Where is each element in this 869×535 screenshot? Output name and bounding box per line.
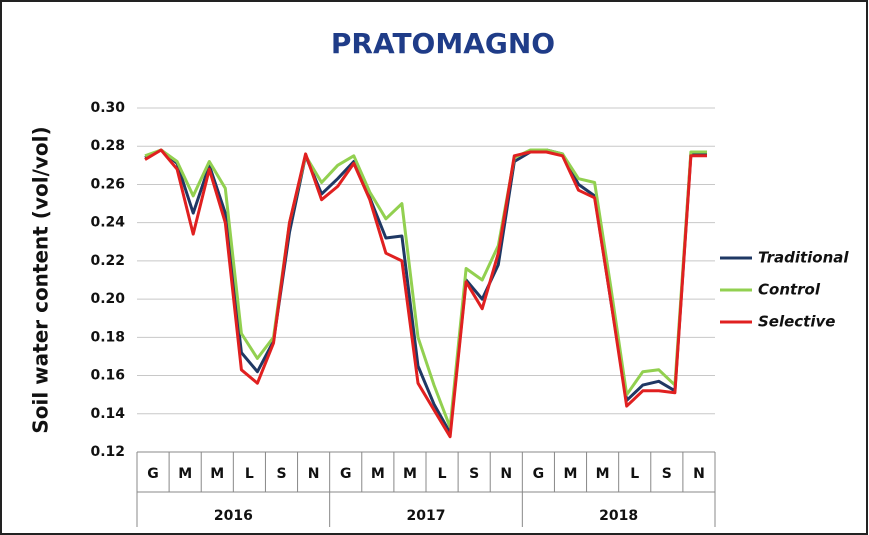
y-tick-label: 0.22 [90,253,125,269]
x-tick-label: S [662,466,672,482]
x-tick-label: M [371,466,385,482]
y-tick-label: 0.20 [90,291,125,307]
year-label: 2017 [407,508,446,524]
x-tick-label: M [596,466,610,482]
y-tick-label: 0.18 [90,329,125,345]
y-tick-label: 0.14 [90,406,125,422]
x-tick-label: S [276,466,286,482]
legend-label: Selective [758,313,835,331]
legend-label: Traditional [758,249,849,267]
y-axis-label: Soil water content (vol/vol) [29,126,53,433]
x-tick-label: G [533,466,545,482]
y-tick-label: 0.30 [90,100,125,116]
legend-label: Control [758,281,821,299]
x-tick-label: S [469,466,479,482]
x-tick-label: G [147,466,159,482]
chart-title: PRATOMAGNO [331,27,555,60]
x-tick-label: N [308,466,320,482]
x-tick-label: N [693,466,705,482]
series-line [144,148,707,439]
x-tick-label: L [438,466,447,482]
y-tick-label: 0.16 [90,368,125,384]
x-tick-label: M [564,466,578,482]
x-tick-label: M [403,466,417,482]
x-tick-label: L [630,466,639,482]
y-tick-label: 0.28 [90,138,125,154]
y-tick-label: 0.26 [90,176,125,192]
x-tick-label: N [500,466,512,482]
x-tick-label: M [210,466,224,482]
x-tick-label: L [245,466,254,482]
y-tick-label: 0.24 [90,215,125,231]
x-tick-label: G [340,466,352,482]
series-line [144,148,707,429]
year-label: 2016 [214,508,253,524]
x-tick-label: M [178,466,192,482]
year-label: 2018 [599,508,638,524]
y-tick-label: 0.12 [90,444,125,460]
